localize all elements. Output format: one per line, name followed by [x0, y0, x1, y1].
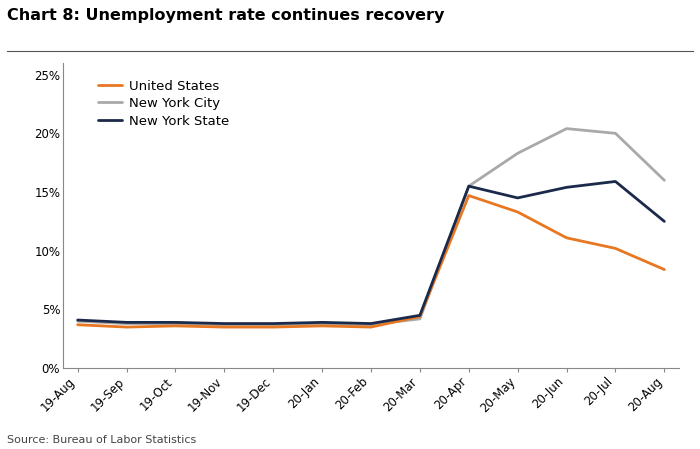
United States [318, 323, 326, 329]
New York City [367, 322, 375, 327]
Line: New York City: New York City [78, 128, 664, 325]
United States [269, 324, 277, 330]
United States [514, 209, 522, 215]
Text: Source: Bureau of Labor Statistics: Source: Bureau of Labor Statistics [7, 435, 196, 445]
New York State [660, 219, 668, 224]
New York City [318, 321, 326, 326]
New York City [465, 184, 473, 189]
Line: United States: United States [78, 196, 664, 327]
United States [660, 267, 668, 272]
New York City [562, 126, 570, 131]
United States [122, 324, 131, 330]
New York State [611, 179, 620, 184]
United States [172, 323, 180, 329]
United States [465, 193, 473, 198]
New York State [416, 313, 424, 318]
New York State [220, 321, 228, 326]
New York State [269, 321, 277, 326]
United States [562, 235, 570, 241]
New York State [74, 317, 82, 323]
New York State [318, 320, 326, 325]
New York State [562, 185, 570, 190]
New York City [514, 150, 522, 156]
New York City [220, 322, 228, 327]
New York City [269, 322, 277, 327]
United States [611, 246, 620, 251]
New York City [611, 131, 620, 136]
Line: New York State: New York State [78, 181, 664, 324]
Text: Chart 8: Unemployment rate continues recovery: Chart 8: Unemployment rate continues rec… [7, 8, 444, 23]
United States [367, 324, 375, 330]
New York City [122, 321, 131, 326]
New York State [367, 321, 375, 326]
United States [74, 322, 82, 327]
New York City [416, 316, 424, 321]
Legend: United States, New York City, New York State: United States, New York City, New York S… [94, 75, 233, 132]
United States [416, 314, 424, 319]
New York State [122, 320, 131, 325]
New York City [660, 178, 668, 183]
New York State [172, 320, 180, 325]
New York City [74, 318, 82, 324]
United States [220, 324, 228, 330]
New York City [172, 321, 180, 326]
New York State [465, 184, 473, 189]
New York State [514, 195, 522, 201]
